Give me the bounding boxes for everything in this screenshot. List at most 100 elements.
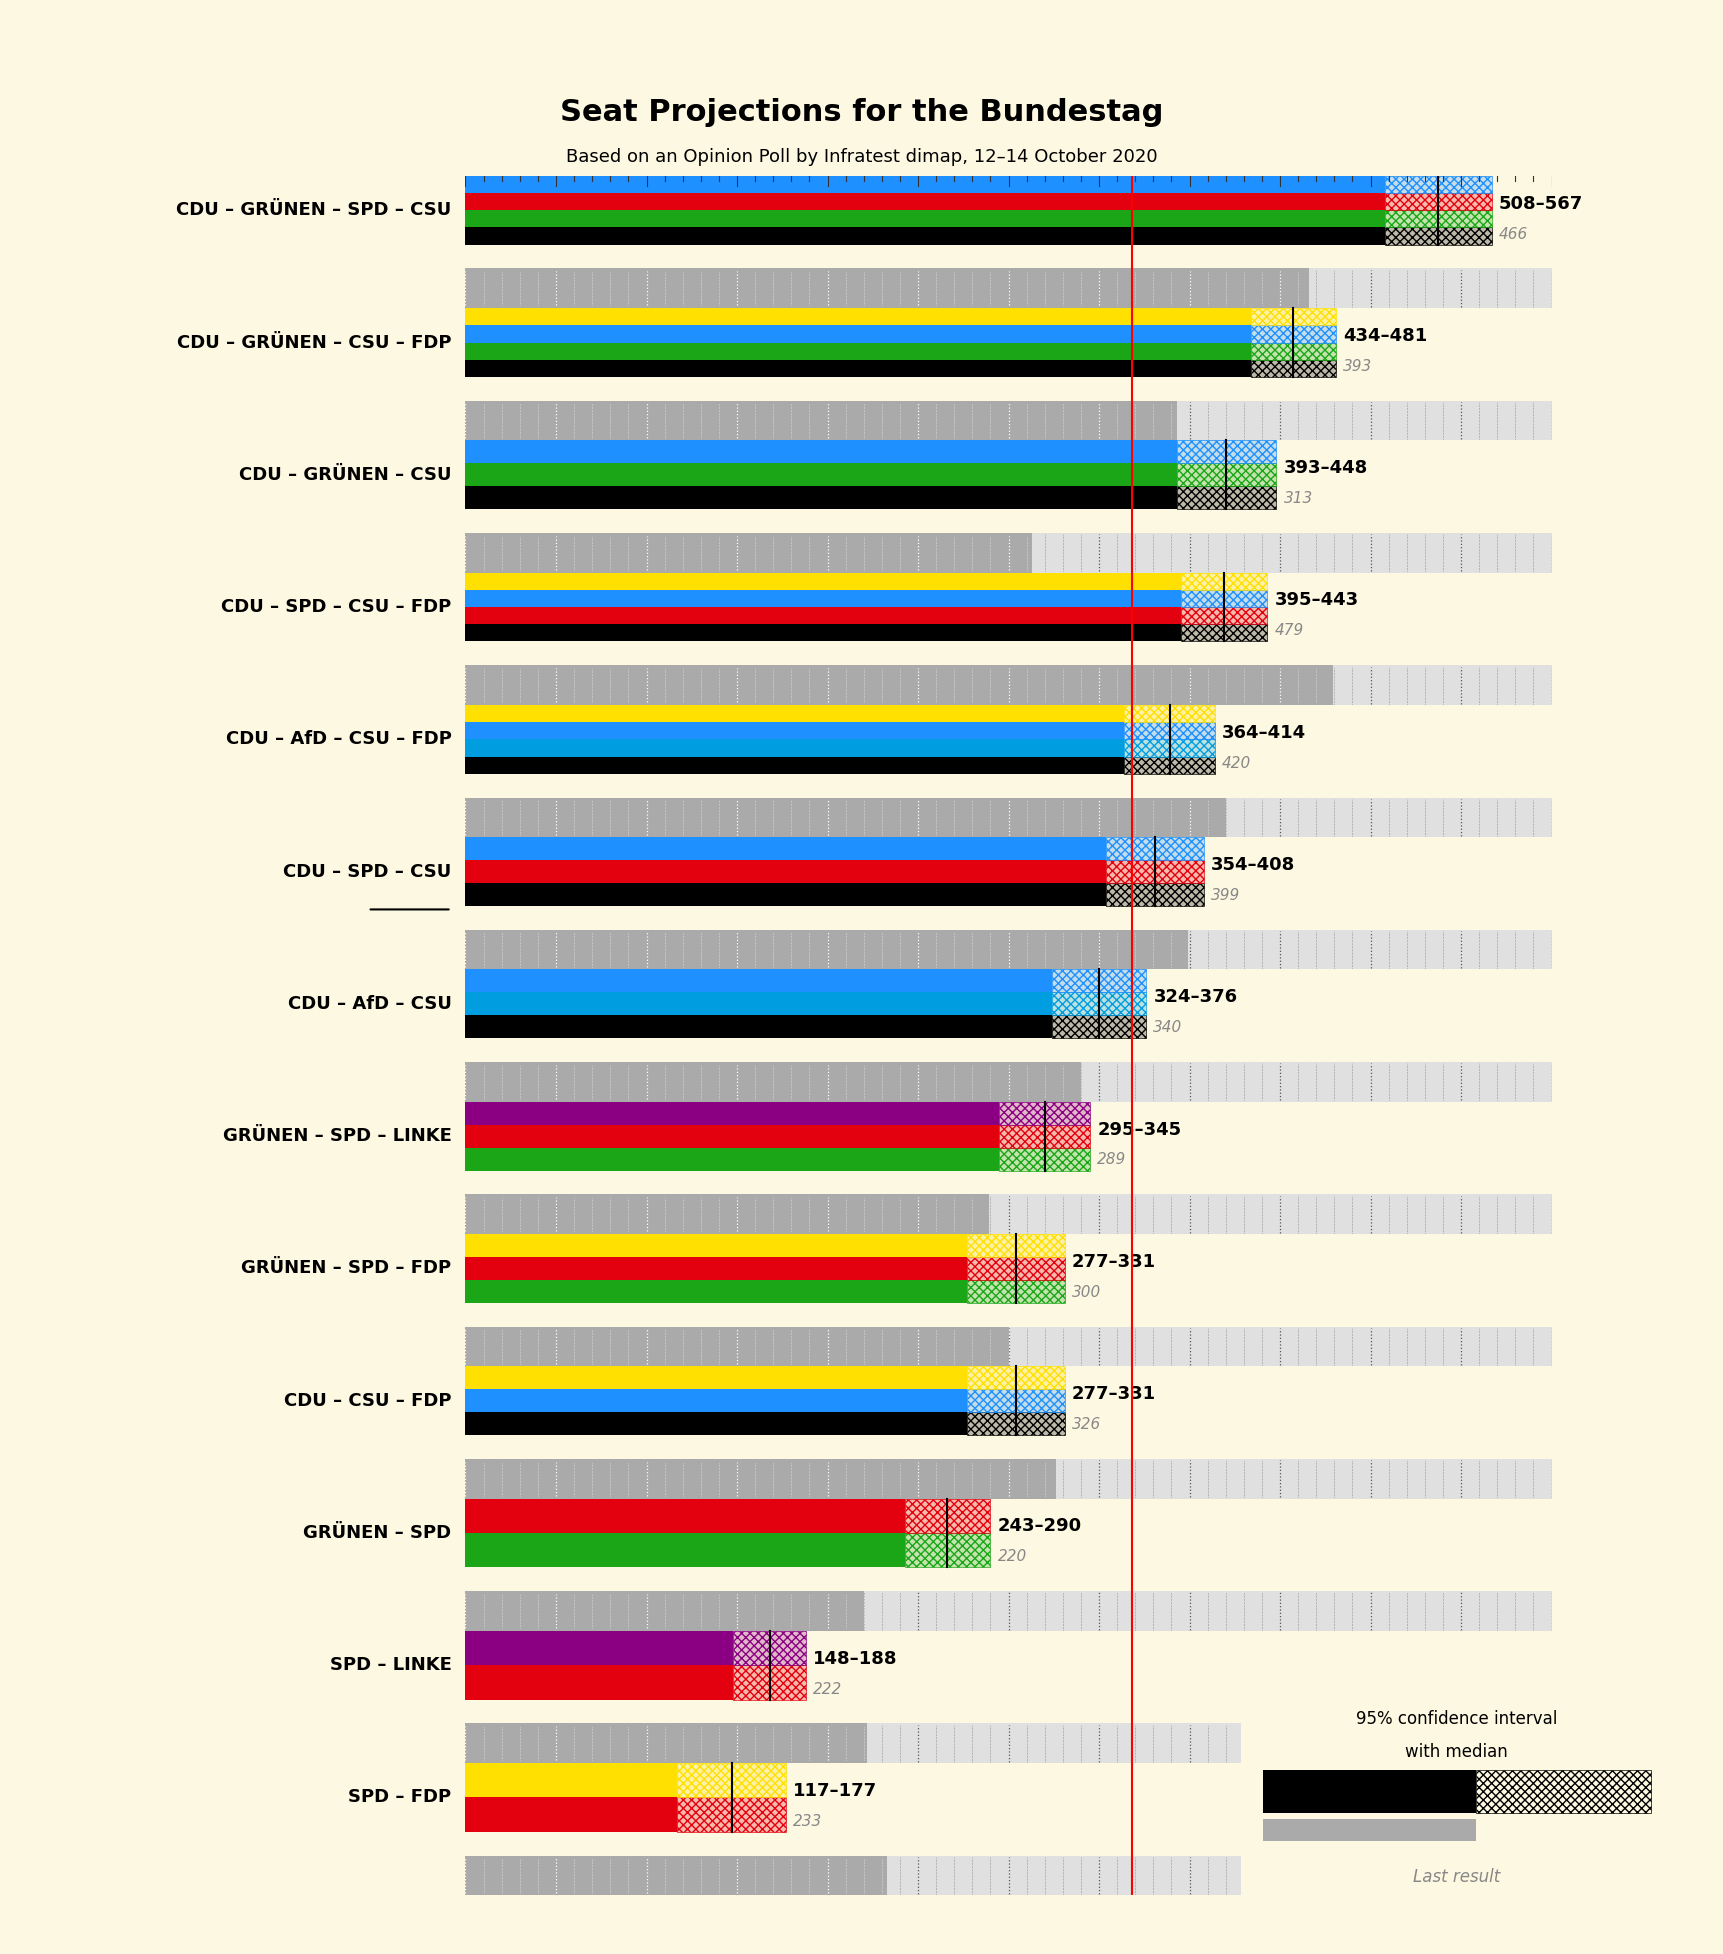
Bar: [465, 739, 1123, 756]
Bar: [1106, 883, 1203, 907]
Bar: [465, 573, 1180, 590]
Text: CDU – CSU – FDP: CDU – CSU – FDP: [284, 1391, 451, 1409]
Bar: [1251, 360, 1335, 377]
Bar: [465, 1723, 867, 1763]
Bar: [465, 1591, 1551, 1632]
Bar: [967, 1280, 1065, 1303]
Bar: [465, 1499, 905, 1534]
Bar: [967, 1235, 1065, 1256]
Text: 354–408: 354–408: [1211, 856, 1294, 873]
Bar: [465, 533, 1032, 573]
Bar: [465, 1591, 863, 1632]
Bar: [465, 342, 1251, 360]
Bar: [732, 1632, 805, 1665]
Bar: [465, 1256, 967, 1280]
Text: CDU – AfD – CSU: CDU – AfD – CSU: [288, 995, 451, 1012]
Bar: [677, 1798, 786, 1833]
Bar: [465, 930, 1551, 969]
Bar: [465, 756, 1123, 774]
Bar: [465, 1460, 1551, 1499]
Bar: [1251, 360, 1335, 377]
Text: 289: 289: [1096, 1153, 1125, 1167]
Bar: [1051, 1016, 1146, 1038]
Text: 243–290: 243–290: [998, 1518, 1080, 1536]
Bar: [967, 1280, 1065, 1303]
Bar: [465, 1665, 732, 1700]
Bar: [1251, 342, 1335, 360]
Text: 479: 479: [1273, 623, 1303, 639]
Bar: [1180, 608, 1266, 623]
Bar: [1384, 193, 1490, 211]
Bar: [465, 930, 1187, 969]
Bar: [732, 1665, 805, 1700]
Bar: [1051, 969, 1146, 993]
Bar: [999, 1102, 1089, 1126]
Text: CDU – AfD – CSU – FDP: CDU – AfD – CSU – FDP: [226, 731, 451, 748]
Bar: [967, 1389, 1065, 1413]
Bar: [732, 1665, 805, 1700]
Text: 395–443: 395–443: [1273, 592, 1358, 610]
Bar: [465, 1194, 987, 1235]
Bar: [465, 664, 1551, 705]
Text: Seat Projections for the Bundestag: Seat Projections for the Bundestag: [560, 98, 1163, 127]
Bar: [1251, 309, 1335, 324]
Bar: [465, 1460, 1054, 1499]
Bar: [677, 1798, 786, 1833]
Text: 420: 420: [1222, 756, 1251, 770]
Bar: [465, 193, 1384, 211]
Bar: [1177, 463, 1275, 487]
Bar: [465, 1147, 999, 1170]
Bar: [465, 1327, 1008, 1366]
Bar: [465, 705, 1123, 723]
Bar: [1261, 1770, 1475, 1813]
Bar: [1123, 739, 1215, 756]
Bar: [465, 860, 1106, 883]
Bar: [1177, 487, 1275, 510]
Bar: [1384, 211, 1490, 227]
Text: CDU – GRÜNEN – SPD – CSU: CDU – GRÜNEN – SPD – CSU: [176, 201, 451, 219]
Bar: [1177, 440, 1275, 463]
Bar: [967, 1256, 1065, 1280]
Bar: [999, 1126, 1089, 1147]
Text: SPD – LINKE: SPD – LINKE: [329, 1657, 451, 1675]
Bar: [1180, 573, 1266, 590]
Bar: [1106, 883, 1203, 907]
Bar: [1123, 705, 1215, 723]
Bar: [465, 836, 1106, 860]
Bar: [465, 533, 1551, 573]
Bar: [1177, 463, 1275, 487]
Text: 434–481: 434–481: [1342, 326, 1427, 346]
Text: Last result: Last result: [1413, 1868, 1499, 1886]
Bar: [1051, 969, 1146, 993]
Bar: [1177, 487, 1275, 510]
Bar: [465, 1016, 1051, 1038]
Bar: [967, 1413, 1065, 1434]
Text: 326: 326: [1072, 1417, 1101, 1432]
Text: 466: 466: [1499, 227, 1528, 242]
Bar: [465, 1534, 905, 1567]
Bar: [1051, 993, 1146, 1016]
Bar: [465, 1063, 1080, 1102]
Text: 95% confidence interval: 95% confidence interval: [1356, 1710, 1556, 1727]
Bar: [465, 1763, 677, 1798]
Bar: [967, 1235, 1065, 1256]
Bar: [465, 360, 1251, 377]
Bar: [1051, 1016, 1146, 1038]
Bar: [999, 1102, 1089, 1126]
Text: 277–331: 277–331: [1072, 1253, 1156, 1270]
Text: 300: 300: [1072, 1284, 1101, 1299]
Bar: [1384, 211, 1490, 227]
Bar: [1106, 836, 1203, 860]
Bar: [1261, 1819, 1475, 1841]
Bar: [732, 1632, 805, 1665]
Bar: [967, 1389, 1065, 1413]
Bar: [465, 1063, 1551, 1102]
Bar: [465, 1327, 1551, 1366]
Text: GRÜNEN – SPD – LINKE: GRÜNEN – SPD – LINKE: [222, 1127, 451, 1145]
Text: 364–414: 364–414: [1222, 723, 1306, 743]
Bar: [465, 1389, 967, 1413]
Text: CDU – SPD – CSU – FDP: CDU – SPD – CSU – FDP: [221, 598, 451, 616]
Bar: [465, 664, 1332, 705]
Bar: [1251, 324, 1335, 342]
Bar: [1180, 608, 1266, 623]
